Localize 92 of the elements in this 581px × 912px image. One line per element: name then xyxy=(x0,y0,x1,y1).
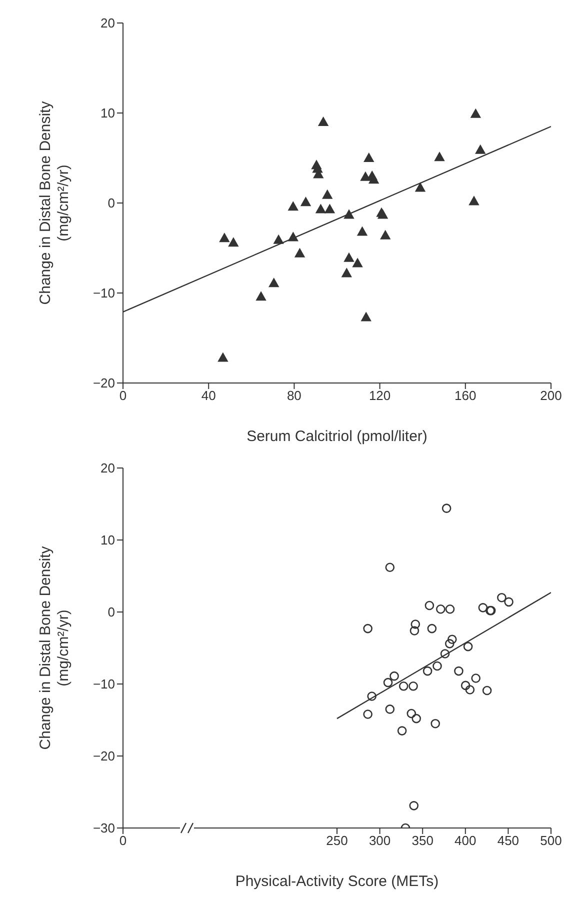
x-tick-label: 250 xyxy=(326,833,348,848)
y-tick-label: 0 xyxy=(108,604,115,620)
point xyxy=(322,190,332,199)
x-tick-label: 40 xyxy=(201,388,216,404)
point xyxy=(445,604,455,614)
point xyxy=(470,108,481,118)
point xyxy=(380,230,390,240)
point xyxy=(447,634,457,644)
point xyxy=(385,562,395,572)
point xyxy=(482,686,492,696)
x-tick-label: 300 xyxy=(368,833,391,848)
point xyxy=(300,197,311,206)
x-axis-title: Serum Calcitriol (pmol/liter) xyxy=(246,428,428,445)
point xyxy=(364,153,374,162)
point xyxy=(424,600,434,610)
x-tick-label: 350 xyxy=(412,833,434,848)
x-tick-label: 500 xyxy=(540,833,562,848)
point xyxy=(442,504,452,513)
point xyxy=(274,234,284,244)
y-tick-label: −10 xyxy=(92,676,115,692)
point xyxy=(430,718,440,728)
y-tick-label: 10 xyxy=(100,532,115,548)
y-tick-label: −10 xyxy=(92,286,115,301)
point xyxy=(497,592,506,602)
x-tick-label: 0 xyxy=(119,388,127,404)
point xyxy=(288,202,298,211)
point xyxy=(440,649,450,658)
x-tick-label: 0 xyxy=(119,833,127,848)
point xyxy=(409,801,419,810)
point xyxy=(465,685,475,694)
point xyxy=(361,312,372,322)
point xyxy=(268,278,279,288)
point xyxy=(412,714,421,724)
point xyxy=(228,238,238,247)
y-tick-label: 0 xyxy=(108,196,115,211)
x-tick-label: 200 xyxy=(540,388,562,404)
point xyxy=(471,674,480,683)
point xyxy=(410,620,420,629)
point xyxy=(368,174,379,184)
point xyxy=(318,117,328,126)
point xyxy=(408,682,418,691)
point xyxy=(445,639,454,648)
point xyxy=(422,666,432,676)
y-tick-label: −30 xyxy=(92,820,115,836)
point xyxy=(410,626,420,636)
point xyxy=(378,210,388,219)
point xyxy=(478,603,488,612)
point xyxy=(385,704,395,714)
point xyxy=(406,708,416,718)
point xyxy=(390,671,399,681)
point xyxy=(344,210,354,219)
x-tick-label: 160 xyxy=(454,388,476,404)
point xyxy=(352,258,363,268)
point xyxy=(454,666,464,676)
point xyxy=(294,248,305,258)
point xyxy=(504,597,514,607)
y-axis-title: Change in Distal Bone Density (mg/cm²/yr) xyxy=(37,546,72,750)
point xyxy=(383,678,393,688)
x-axis-title: Physical-Activity Score (METs) xyxy=(235,873,439,890)
point xyxy=(256,292,266,301)
point xyxy=(363,624,372,634)
point xyxy=(460,680,470,690)
point xyxy=(219,233,230,242)
point xyxy=(342,268,352,278)
point xyxy=(475,144,486,154)
y-tick-label: −20 xyxy=(92,376,115,391)
x-tick-label: 400 xyxy=(454,833,476,848)
point xyxy=(468,196,479,206)
y-tick-label: 20 xyxy=(100,460,115,476)
point xyxy=(432,661,442,671)
point xyxy=(288,232,298,242)
y-tick-label: 10 xyxy=(100,106,115,121)
point xyxy=(463,642,473,652)
point xyxy=(434,152,445,162)
point xyxy=(218,352,228,362)
point xyxy=(363,710,372,719)
point xyxy=(397,726,407,736)
y-tick-label: −20 xyxy=(92,748,115,764)
point xyxy=(367,692,376,701)
y-axis-title: Change in Distal Bone Density (mg/cm²/yr) xyxy=(37,100,72,305)
point xyxy=(344,252,354,262)
point xyxy=(316,204,326,214)
point xyxy=(398,682,408,691)
point xyxy=(415,182,426,192)
x-tick-label: 450 xyxy=(497,833,520,848)
point xyxy=(357,226,368,236)
y-tick-label: 20 xyxy=(100,16,115,31)
x-tick-label: 120 xyxy=(368,388,391,404)
point xyxy=(324,204,335,214)
point xyxy=(436,604,446,614)
point xyxy=(427,624,437,634)
x-tick-label: 80 xyxy=(286,388,302,404)
